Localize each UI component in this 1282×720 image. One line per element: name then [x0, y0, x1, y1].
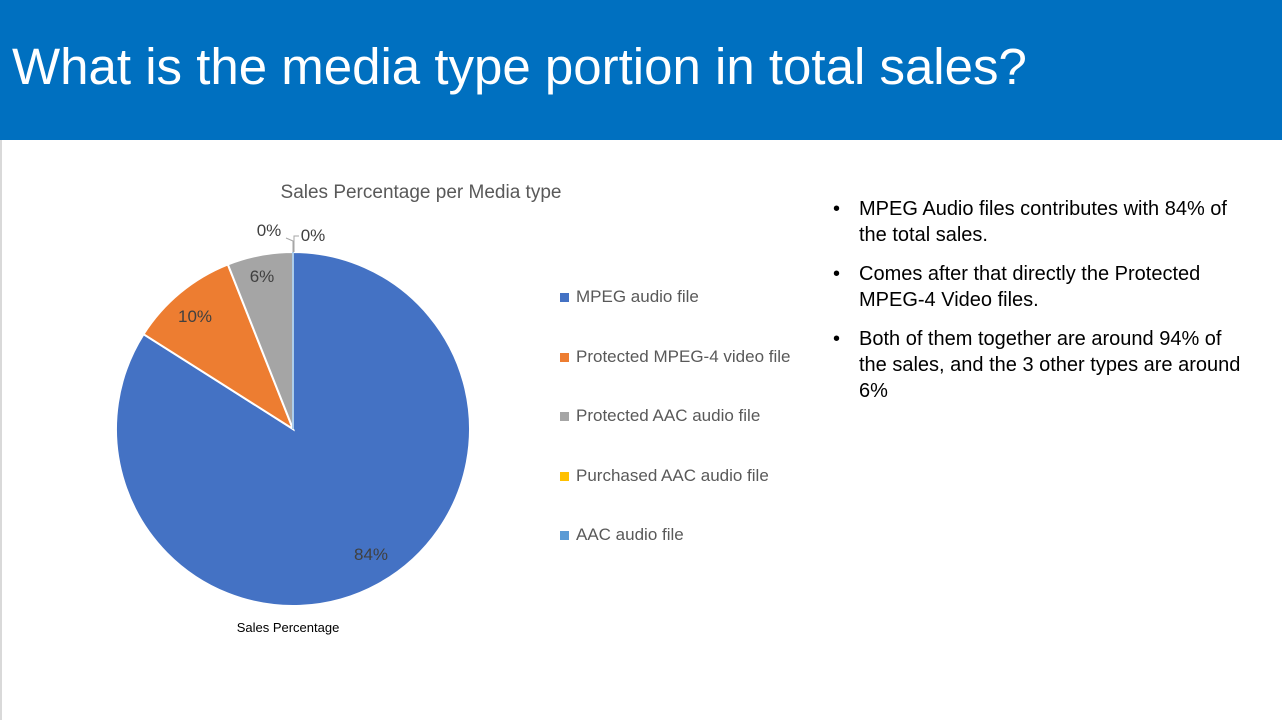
- legend-label: Protected MPEG-4 video file: [576, 347, 791, 366]
- legend-label: MPEG audio file: [576, 287, 699, 306]
- legend-item-mpeg-audio: MPEG audio file: [560, 284, 810, 310]
- legend-item-aac-audio: AAC audio file: [560, 522, 810, 548]
- legend-label: AAC audio file: [576, 525, 684, 544]
- data-label-protected-aac-audio: 6%: [250, 267, 275, 286]
- legend-swatch-protected-mpeg4-video: [560, 353, 569, 362]
- bullet-list: • MPEG Audio files contributes with 84% …: [828, 196, 1248, 417]
- leader-line-aac-audio: [293, 235, 299, 252]
- legend-swatch-aac-audio: [560, 531, 569, 540]
- bullet-item: • Both of them together are around 94% o…: [828, 326, 1248, 404]
- bullet-marker: •: [833, 198, 841, 220]
- chart-title: Sales Percentage per Media type: [280, 182, 562, 203]
- data-label-aac-audio: 0%: [301, 226, 326, 245]
- series-caption: Sales Percentage: [236, 620, 340, 635]
- bullet-item: • Comes after that directly the Protecte…: [828, 261, 1248, 313]
- slide-title: What is the media type portion in total …: [12, 38, 1027, 95]
- legend-item-protected-aac-audio: Protected AAC audio file: [560, 403, 810, 429]
- title-bar: What is the media type portion in total …: [0, 0, 1282, 140]
- bullet-text: Both of them together are around 94% of …: [859, 328, 1241, 402]
- data-label-purchased-aac-audio: 0%: [257, 221, 282, 240]
- bullet-text: MPEG Audio files contributes with 84% of…: [859, 198, 1227, 246]
- pie-slice-mpeg-audio: [115, 250, 471, 607]
- bullet-text: Comes after that directly the Protected …: [859, 263, 1201, 311]
- legend-swatch-purchased-aac-audio: [560, 472, 569, 481]
- left-divider: [0, 140, 2, 720]
- leader-line-purchased-aac-audio: [285, 237, 294, 252]
- data-label-protected-mpeg4-video: 10%: [178, 307, 212, 326]
- data-label-mpeg-audio: 84%: [354, 545, 388, 564]
- legend-item-purchased-aac-audio: Purchased AAC audio file: [560, 463, 810, 489]
- legend-item-protected-mpeg4-video: Protected MPEG-4 video file: [560, 344, 810, 370]
- bullet-marker: •: [833, 328, 841, 350]
- legend-swatch-mpeg-audio: [560, 293, 569, 302]
- legend-label: Purchased AAC audio file: [576, 466, 769, 485]
- bullet-marker: •: [833, 263, 841, 285]
- legend-label: Protected AAC audio file: [576, 406, 761, 425]
- legend-swatch-protected-aac-audio: [560, 412, 569, 421]
- bullet-item: • MPEG Audio files contributes with 84% …: [828, 196, 1248, 248]
- pie-slice-protected-mpeg4-video: [142, 263, 296, 432]
